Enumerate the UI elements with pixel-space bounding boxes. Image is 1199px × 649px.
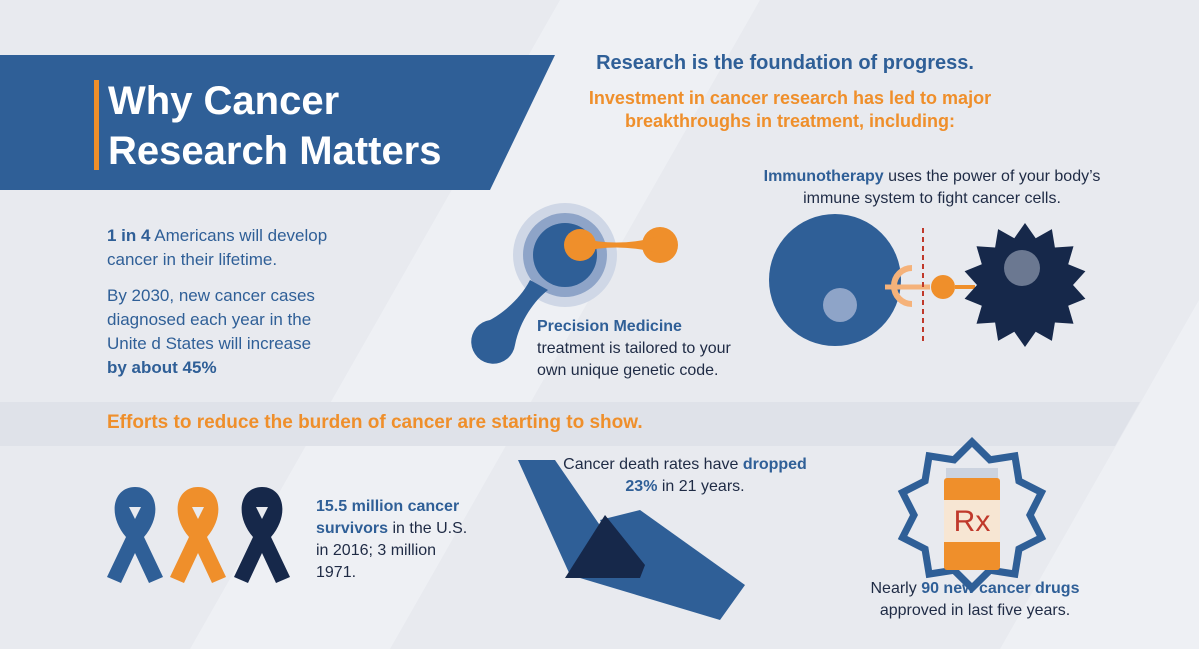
emphasis: by about 45% [107,358,217,377]
header-banner [0,55,555,190]
nucleus [823,288,857,322]
down-arrow [518,460,745,620]
bottle-label [944,500,1000,542]
emphasis: 15.5 million cancer survivors [316,498,460,537]
ribbon [170,487,226,583]
title-line: Why Cancer [108,79,340,123]
body: in 21 years. [661,478,745,495]
body: uses the power of your body’s immune sys… [803,168,1101,207]
immuno-text: Immunotherapy uses the power of your bod… [752,166,1112,210]
drop [471,280,548,364]
fact: By 2030, new cancer cases diagnosed each… [107,284,332,380]
emphasis: Precision Medicine [537,318,682,335]
title-line: Research Matters [108,129,442,173]
title: Why Cancer Research Matters [108,76,442,176]
subheading: Investment in cancer research has led to… [540,87,1040,133]
bg-stripe [190,0,760,649]
cell [769,214,901,346]
body: in the U.S. in 2016; 3 million 1971. [316,520,468,581]
death-rates: Cancer death rates have dropped 23% in 2… [560,454,810,498]
bg-stripe [1000,300,1199,649]
heading: Research is the foundation of progress. [596,52,974,74]
subheading-line: breakthroughs in treatment, including: [624,111,956,131]
efforts-heading: Efforts to reduce the burden of cancer a… [107,412,643,433]
rx-label: Rx [953,505,991,538]
body: treatment is tailored to your own unique… [537,340,731,379]
body: Americans will develop cancer in their l… [107,226,328,269]
emphasis: dropped 23% [625,456,807,495]
ribbon [234,487,290,583]
bottle-cap [946,468,998,478]
subheading-line: Investment in cancer research has led to… [588,88,992,108]
precision-text: Precision Medicine treatment is tailored… [537,316,752,382]
emphasis: 90 new cancer drugs [921,580,1080,597]
body: Cancer death rates have [563,456,739,473]
body: approved in last five years. [879,602,1071,619]
arrow-fold [565,515,645,578]
nucleus [1004,250,1040,286]
emphasis: 1 in 4 [107,226,151,245]
efforts-band [0,402,1140,446]
ribbon [107,487,163,583]
header-accent [94,80,99,170]
drugs: Nearly 90 new cancer drugs approved in l… [850,578,1100,622]
survivors: 15.5 million cancer survivors in the U.S… [316,496,476,584]
fact: 1 in 4 Americans will develop cancer in … [107,224,357,272]
antigen [931,275,955,299]
emphasis: Immunotherapy [763,168,884,185]
body: By 2030, new cancer cases diagnosed each… [107,286,315,353]
dumbbell-bar [580,236,660,254]
body: Nearly [870,580,917,597]
